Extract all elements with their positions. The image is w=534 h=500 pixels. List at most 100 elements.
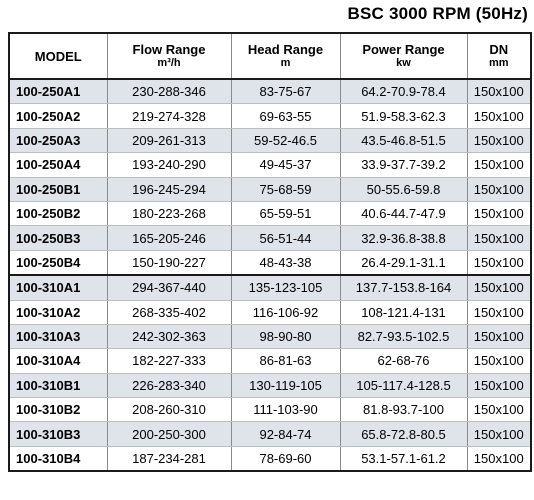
table-row: 100-250A1 230-288-346 83-75-67 64.2-70.9-78… [9,79,531,105]
cell-flow-range: 196-245-294 [107,177,232,202]
cell-dn: 150x100 [467,421,531,447]
column-header-power-range: Power Range kw [340,33,468,80]
cell-head-range: 69-63-55 [231,103,341,129]
cell-power-range: 108-121.4-131 [340,300,468,325]
cell-model: 100-250B2 [9,201,108,227]
cell-flow-range: 193-240-290 [107,152,232,178]
cell-dn: 150x100 [467,397,531,423]
cell-dn: 150x100 [467,128,531,154]
cell-flow-range: 268-335-402 [107,300,232,325]
table-row: 100-310B4 187-234-281 78-69-60 53.1-57.1-61… [9,446,531,472]
cell-model: 100-250B4 [9,250,108,277]
cell-power-range: 43.5-46.8-51.5 [340,128,468,154]
cell-head-range: 48-43-38 [231,250,341,277]
cell-flow-range: 187-234-281 [107,446,232,472]
table-row: 100-310A3 242-302-363 98-90-80 82.7-93.5-10… [9,324,531,350]
column-name: Head Range [247,42,324,57]
cell-flow-range: 209-261-313 [107,128,232,154]
cell-head-range: 111-103-90 [231,397,341,423]
cell-model: 100-310A4 [9,348,108,374]
cell-head-range: 92-84-74 [231,421,341,447]
table-row: 100-310B3 200-250-300 92-84-74 65.8-72.8-80… [9,421,531,447]
table-row: 100-250B1 196-245-294 75-68-59 50-55.6-59.8… [9,177,531,202]
column-name: DN [489,42,509,57]
cell-flow-range: 230-288-346 [107,79,232,105]
table-row: 100-250B2 180-223-268 65-59-51 40.6-44.7-47… [9,201,531,227]
column-header-head-range: Head Range m [231,33,341,80]
cell-model: 100-310A3 [9,324,108,350]
cell-flow-range: 294-367-440 [107,275,232,301]
column-unit: mm [488,57,509,69]
cell-model: 100-310B4 [9,446,108,472]
cell-head-range: 65-59-51 [231,201,341,227]
cell-power-range: 81.8-93.7-100 [340,397,468,423]
cell-model: 100-310B2 [9,397,108,423]
cell-power-range: 40.6-44.7-47.9 [340,201,468,227]
table-row: 100-310B1 226-283-340 130-119-105 105-117.4… [9,373,531,399]
cell-model: 100-250A4 [9,152,108,178]
page-title: BSC 3000 RPM (50Hz) [347,4,528,23]
cell-dn: 150x100 [467,152,531,178]
cell-power-range: 33.9-37.7-39.2 [340,152,468,178]
cell-power-range: 105-117.4-128.5 [340,373,468,399]
cell-power-range: 50-55.6-59.8 [340,177,468,202]
cell-model: 100-250A3 [9,128,108,154]
cell-head-range: 49-45-37 [231,152,341,178]
cell-dn: 150x100 [467,103,531,129]
cell-model: 100-250B3 [9,225,108,251]
cell-dn: 150x100 [467,300,531,325]
cell-power-range: 137.7-153.8-164 [340,275,468,301]
cell-power-range: 51.9-58.3-62.3 [340,103,468,129]
table-row: 100-250A4 193-240-290 49-45-37 33.9-37.7-39… [9,152,531,178]
cell-flow-range: 219-274-328 [107,103,232,129]
cell-power-range: 53.1-57.1-61.2 [340,446,468,472]
cell-dn: 150x100 [467,250,531,277]
column-unit: m³/h [157,57,181,69]
cell-model: 100-310B3 [9,421,108,447]
cell-head-range: 75-68-59 [231,177,341,202]
cell-dn: 150x100 [467,177,531,202]
cell-flow-range: 150-190-227 [107,250,232,277]
cell-head-range: 78-69-60 [231,446,341,472]
cell-head-range: 56-51-44 [231,225,341,251]
cell-head-range: 86-81-63 [231,348,341,374]
table-header: MODEL Flow Range m³/h Head Range m Power… [9,33,531,80]
cell-head-range: 59-52-46.5 [231,128,341,154]
cell-flow-range: 180-223-268 [107,201,232,227]
cell-dn: 150x100 [467,324,531,350]
cell-model: 100-250A1 [9,79,108,105]
pump-spec-table: MODEL Flow Range m³/h Head Range m Power… [8,32,532,473]
cell-power-range: 32.9-36.8-38.8 [340,225,468,251]
cell-head-range: 83-75-67 [231,79,341,105]
cell-power-range: 62-68-76 [340,348,468,374]
cell-dn: 150x100 [467,446,531,472]
column-header-model: MODEL [9,33,108,80]
cell-flow-range: 200-250-300 [107,421,232,447]
table-row: 100-310A1 294-367-440 135-123-105 137.7-153… [9,275,531,301]
table-row: 100-250B4 150-190-227 48-43-38 26.4-29.1-31… [9,250,531,277]
cell-model: 100-310B1 [9,373,108,399]
column-name: Power Range [362,42,445,57]
table-row: 100-250A3 209-261-313 59-52-46.5 43.5-46.8-… [9,128,531,154]
table-row: 100-250A2 219-274-328 69-63-55 51.9-58.3-62… [9,103,531,129]
header-row: MODEL Flow Range m³/h Head Range m Power… [9,33,531,80]
cell-flow-range: 242-302-363 [107,324,232,350]
cell-model: 100-310A2 [9,300,108,325]
cell-dn: 150x100 [467,225,531,251]
cell-dn: 150x100 [467,373,531,399]
cell-model: 100-250A2 [9,103,108,129]
cell-head-range: 130-119-105 [231,373,341,399]
table-body: 100-250A1 230-288-346 83-75-67 64.2-70.9-78… [9,79,531,472]
cell-dn: 150x100 [467,79,531,105]
cell-flow-range: 226-283-340 [107,373,232,399]
table-row: 100-250B3 165-205-246 56-51-44 32.9-36.8-38… [9,225,531,251]
table-row: 100-310A4 182-227-333 86-81-63 62-68-76 150x… [9,348,531,374]
column-name: MODEL [34,48,82,64]
column-name: Flow Range [132,42,206,57]
cell-power-range: 82.7-93.5-102.5 [340,324,468,350]
column-header-flow-range: Flow Range m³/h [107,33,232,80]
cell-head-range: 116-106-92 [231,300,341,325]
cell-head-range: 98-90-80 [231,324,341,350]
cell-dn: 150x100 [467,348,531,374]
cell-head-range: 135-123-105 [231,275,341,301]
